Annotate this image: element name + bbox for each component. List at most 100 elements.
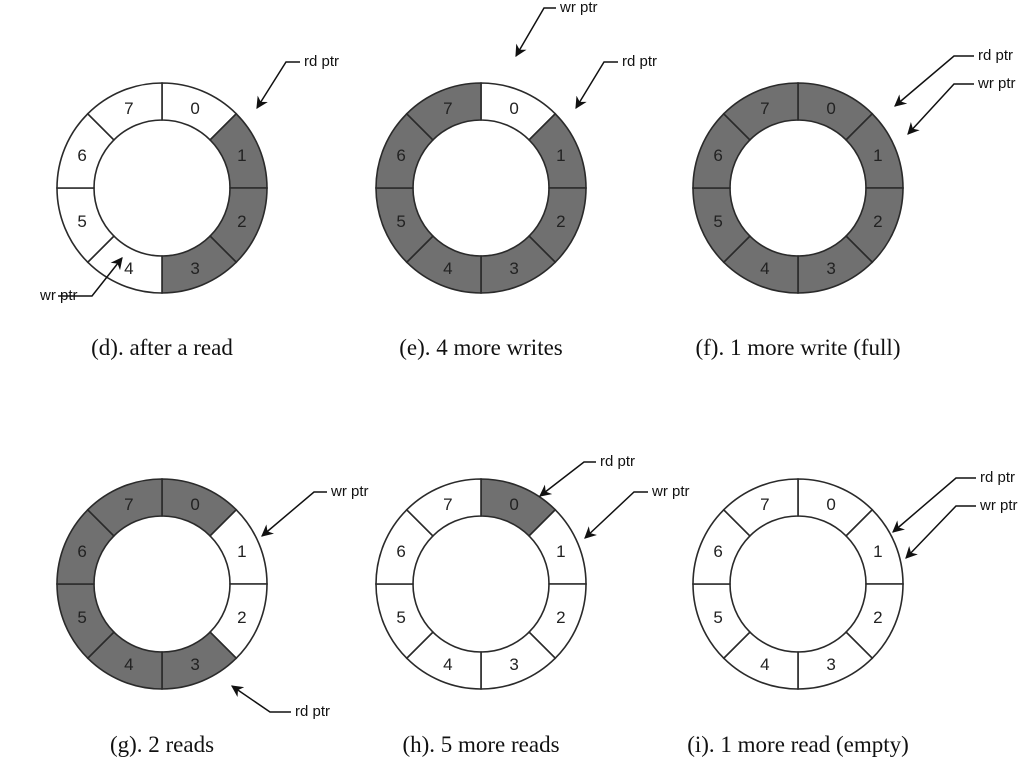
slot-label-1: 1 [237, 542, 246, 561]
read-pointer: rd ptr [575, 53, 657, 110]
slot-label-3: 3 [190, 655, 199, 674]
slot-label-3: 3 [509, 655, 518, 674]
write-pointer: wr ptr [907, 75, 1016, 135]
panel-h: 0 1 2 3 4 5 6 7 rd ptr wr ptr (h). 5 more reads [375, 453, 690, 757]
read-pointer-label: rd ptr [622, 53, 657, 70]
slot-label-3: 3 [826, 259, 835, 278]
slot-label-6: 6 [396, 542, 405, 561]
slot-label-1: 1 [873, 542, 882, 561]
write-pointer-label: wr ptr [979, 497, 1018, 514]
write-pointer-label: wr ptr [330, 483, 369, 500]
slot-label-2: 2 [237, 212, 246, 231]
slot-label-1: 1 [556, 146, 565, 165]
write-pointer-arrow [907, 83, 974, 135]
slot-label-1: 1 [556, 542, 565, 561]
read-pointer: rd ptr [892, 469, 1015, 533]
slot-label-2: 2 [556, 608, 565, 627]
panel-f: 0 1 2 3 4 5 6 7 rd ptr wr ptr (f). 1 more write (f… [692, 47, 1016, 360]
read-pointer: rd ptr [256, 53, 339, 110]
buffer-slot-7 [86, 478, 163, 538]
write-pointer-label: wr ptr [977, 75, 1016, 92]
slot-label-6: 6 [713, 542, 722, 561]
write-pointer-arrow [515, 7, 556, 58]
slot-label-7: 7 [124, 99, 133, 118]
panel-d: 0 1 2 3 4 5 6 7 rd ptr wr ptr (d). after a read [39, 53, 339, 360]
read-pointer: rd ptr [539, 453, 635, 497]
write-pointer: wr ptr [584, 483, 690, 539]
read-pointer-arrow [231, 685, 291, 713]
slot-label-3: 3 [190, 259, 199, 278]
slot-label-5: 5 [396, 212, 405, 231]
slot-label-4: 4 [760, 259, 769, 278]
read-pointer-label: rd ptr [600, 453, 635, 470]
panel-g: 0 1 2 3 4 5 6 7 wr ptr rd ptr (g). 2 reads [56, 478, 369, 757]
slot-label-7: 7 [443, 99, 452, 118]
slot-label-4: 4 [443, 259, 452, 278]
buffer-slot-7 [86, 82, 163, 142]
slot-label-1: 1 [237, 146, 246, 165]
read-pointer: rd ptr [894, 47, 1013, 107]
read-pointer-arrow [892, 477, 976, 533]
panel-caption: (g). 2 reads [110, 732, 214, 757]
slot-label-2: 2 [556, 212, 565, 231]
write-pointer-arrow [58, 257, 123, 297]
write-pointer: wr ptr [261, 483, 369, 537]
read-pointer-arrow [575, 61, 618, 110]
read-pointer-label: rd ptr [980, 469, 1015, 486]
write-pointer-label: wr ptr [39, 287, 78, 304]
slot-label-0: 0 [190, 495, 199, 514]
slot-label-4: 4 [124, 259, 133, 278]
slot-label-0: 0 [509, 495, 518, 514]
slot-label-6: 6 [396, 146, 405, 165]
slot-label-4: 4 [760, 655, 769, 674]
read-pointer-label: rd ptr [295, 703, 330, 720]
slot-label-7: 7 [760, 495, 769, 514]
slot-label-4: 4 [443, 655, 452, 674]
panel-i: 0 1 2 3 4 5 6 7 rd ptr wr ptr (i). 1 more read (em… [687, 469, 1017, 757]
panel-e: 0 1 2 3 4 5 6 7 wr ptr rd ptr (e). 4 more writes [375, 0, 657, 360]
slot-label-5: 5 [713, 608, 722, 627]
slot-label-0: 0 [826, 495, 835, 514]
write-pointer-arrow [261, 491, 327, 537]
slot-label-0: 0 [190, 99, 199, 118]
panel-caption: (i). 1 more read (empty) [687, 732, 909, 757]
read-pointer-arrow [894, 55, 974, 107]
slot-label-6: 6 [713, 146, 722, 165]
slot-label-0: 0 [826, 99, 835, 118]
panel-caption: (h). 5 more reads [402, 732, 559, 757]
slot-label-5: 5 [77, 212, 86, 231]
slot-label-5: 5 [396, 608, 405, 627]
slot-label-0: 0 [509, 99, 518, 118]
slot-label-7: 7 [760, 99, 769, 118]
slot-label-5: 5 [713, 212, 722, 231]
panel-caption: (f). 1 more write (full) [695, 335, 900, 360]
write-pointer-arrow [584, 491, 648, 539]
write-pointer: wr ptr [39, 257, 123, 304]
read-pointer-arrow [539, 461, 596, 497]
buffer-slot-7 [722, 82, 799, 142]
write-pointer: wr ptr [905, 497, 1018, 559]
write-pointer-label: wr ptr [559, 0, 598, 16]
slot-label-2: 2 [237, 608, 246, 627]
slot-label-1: 1 [873, 146, 882, 165]
slot-label-3: 3 [826, 655, 835, 674]
read-pointer-arrow [256, 61, 300, 110]
slot-label-2: 2 [873, 212, 882, 231]
buffer-slot-7 [722, 478, 799, 538]
write-pointer-label: wr ptr [651, 483, 690, 500]
panel-caption: (d). after a read [91, 335, 233, 360]
write-pointer-arrow [905, 505, 976, 559]
buffer-slot-7 [405, 82, 482, 142]
slot-label-5: 5 [77, 608, 86, 627]
slot-label-2: 2 [873, 608, 882, 627]
slot-label-6: 6 [77, 146, 86, 165]
buffer-slot-7 [405, 478, 482, 538]
slot-label-3: 3 [509, 259, 518, 278]
slot-label-6: 6 [77, 542, 86, 561]
slot-label-7: 7 [124, 495, 133, 514]
read-pointer-label: rd ptr [304, 53, 339, 70]
read-pointer-label: rd ptr [978, 47, 1013, 64]
read-pointer: rd ptr [231, 685, 330, 720]
slot-label-7: 7 [443, 495, 452, 514]
